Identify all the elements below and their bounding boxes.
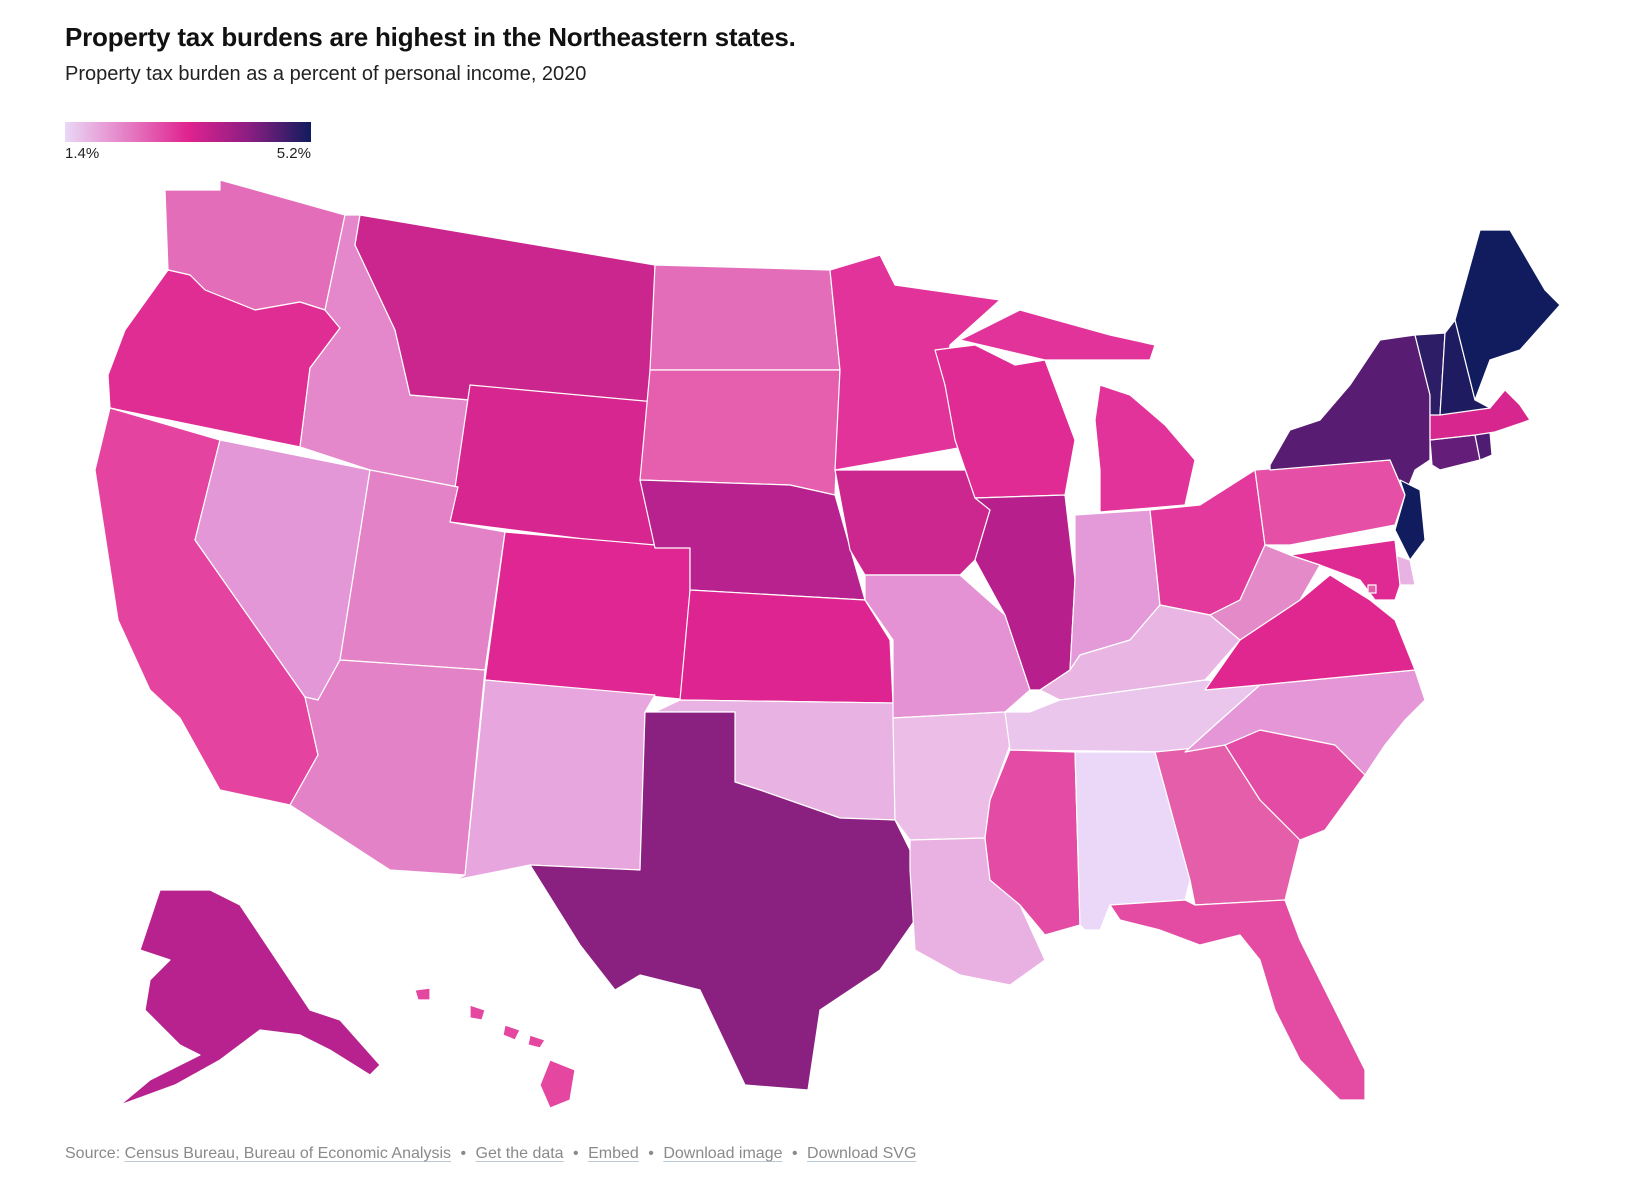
- state-vt[interactable]: [1414, 332, 1446, 416]
- color-legend: 1.4% 5.2%: [65, 122, 311, 162]
- state-nm[interactable]: [454, 679, 656, 881]
- state-me[interactable]: [1454, 229, 1561, 401]
- chart-subtitle: Property tax burden as a percent of pers…: [65, 63, 587, 85]
- footer-separator: •: [460, 1145, 467, 1162]
- state-ak[interactable]: [119, 889, 381, 1106]
- state-wi[interactable]: [934, 344, 1076, 499]
- state-ks[interactable]: [679, 589, 894, 704]
- state-ct[interactable]: [1429, 434, 1481, 471]
- state-fl[interactable]: [1109, 899, 1366, 1101]
- state-tx[interactable]: [529, 711, 916, 1091]
- footer-separator: •: [791, 1145, 798, 1162]
- state-nc[interactable]: [1184, 669, 1426, 776]
- state-sd[interactable]: [639, 369, 841, 496]
- source-link[interactable]: Census Bureau, Bureau of Economic Analys…: [124, 1145, 451, 1162]
- get-the-data-link[interactable]: Get the data: [475, 1145, 564, 1162]
- download-svg-link[interactable]: Download SVG: [807, 1145, 917, 1162]
- legend-min-label: 1.4%: [65, 145, 100, 162]
- state-ma[interactable]: [1429, 389, 1531, 441]
- source-prefix: Source:: [65, 1145, 121, 1162]
- state-wy[interactable]: [449, 384, 656, 549]
- footer-separator: •: [573, 1145, 579, 1162]
- state-pa[interactable]: [1254, 459, 1406, 546]
- state-az[interactable]: [289, 659, 486, 876]
- state-il[interactable]: [974, 494, 1076, 691]
- state-mi[interactable]: [959, 309, 1196, 513]
- legend-max-label: 5.2%: [276, 145, 311, 162]
- legend-gradient-bar: [65, 122, 311, 142]
- state-ia[interactable]: [834, 469, 991, 576]
- chart-footer: Source: Census Bureau, Bureau of Economi…: [65, 1145, 916, 1163]
- state-co[interactable]: [484, 531, 691, 701]
- chart-title: Property tax burdens are highest in the …: [65, 22, 796, 52]
- state-nd[interactable]: [649, 264, 841, 371]
- state-dc[interactable]: [1367, 584, 1377, 594]
- embed-link[interactable]: Embed: [588, 1145, 639, 1162]
- footer-separator: •: [648, 1145, 654, 1162]
- state-nh[interactable]: [1439, 319, 1491, 416]
- download-image-link[interactable]: Download image: [663, 1145, 783, 1162]
- state-hi[interactable]: [414, 987, 576, 1109]
